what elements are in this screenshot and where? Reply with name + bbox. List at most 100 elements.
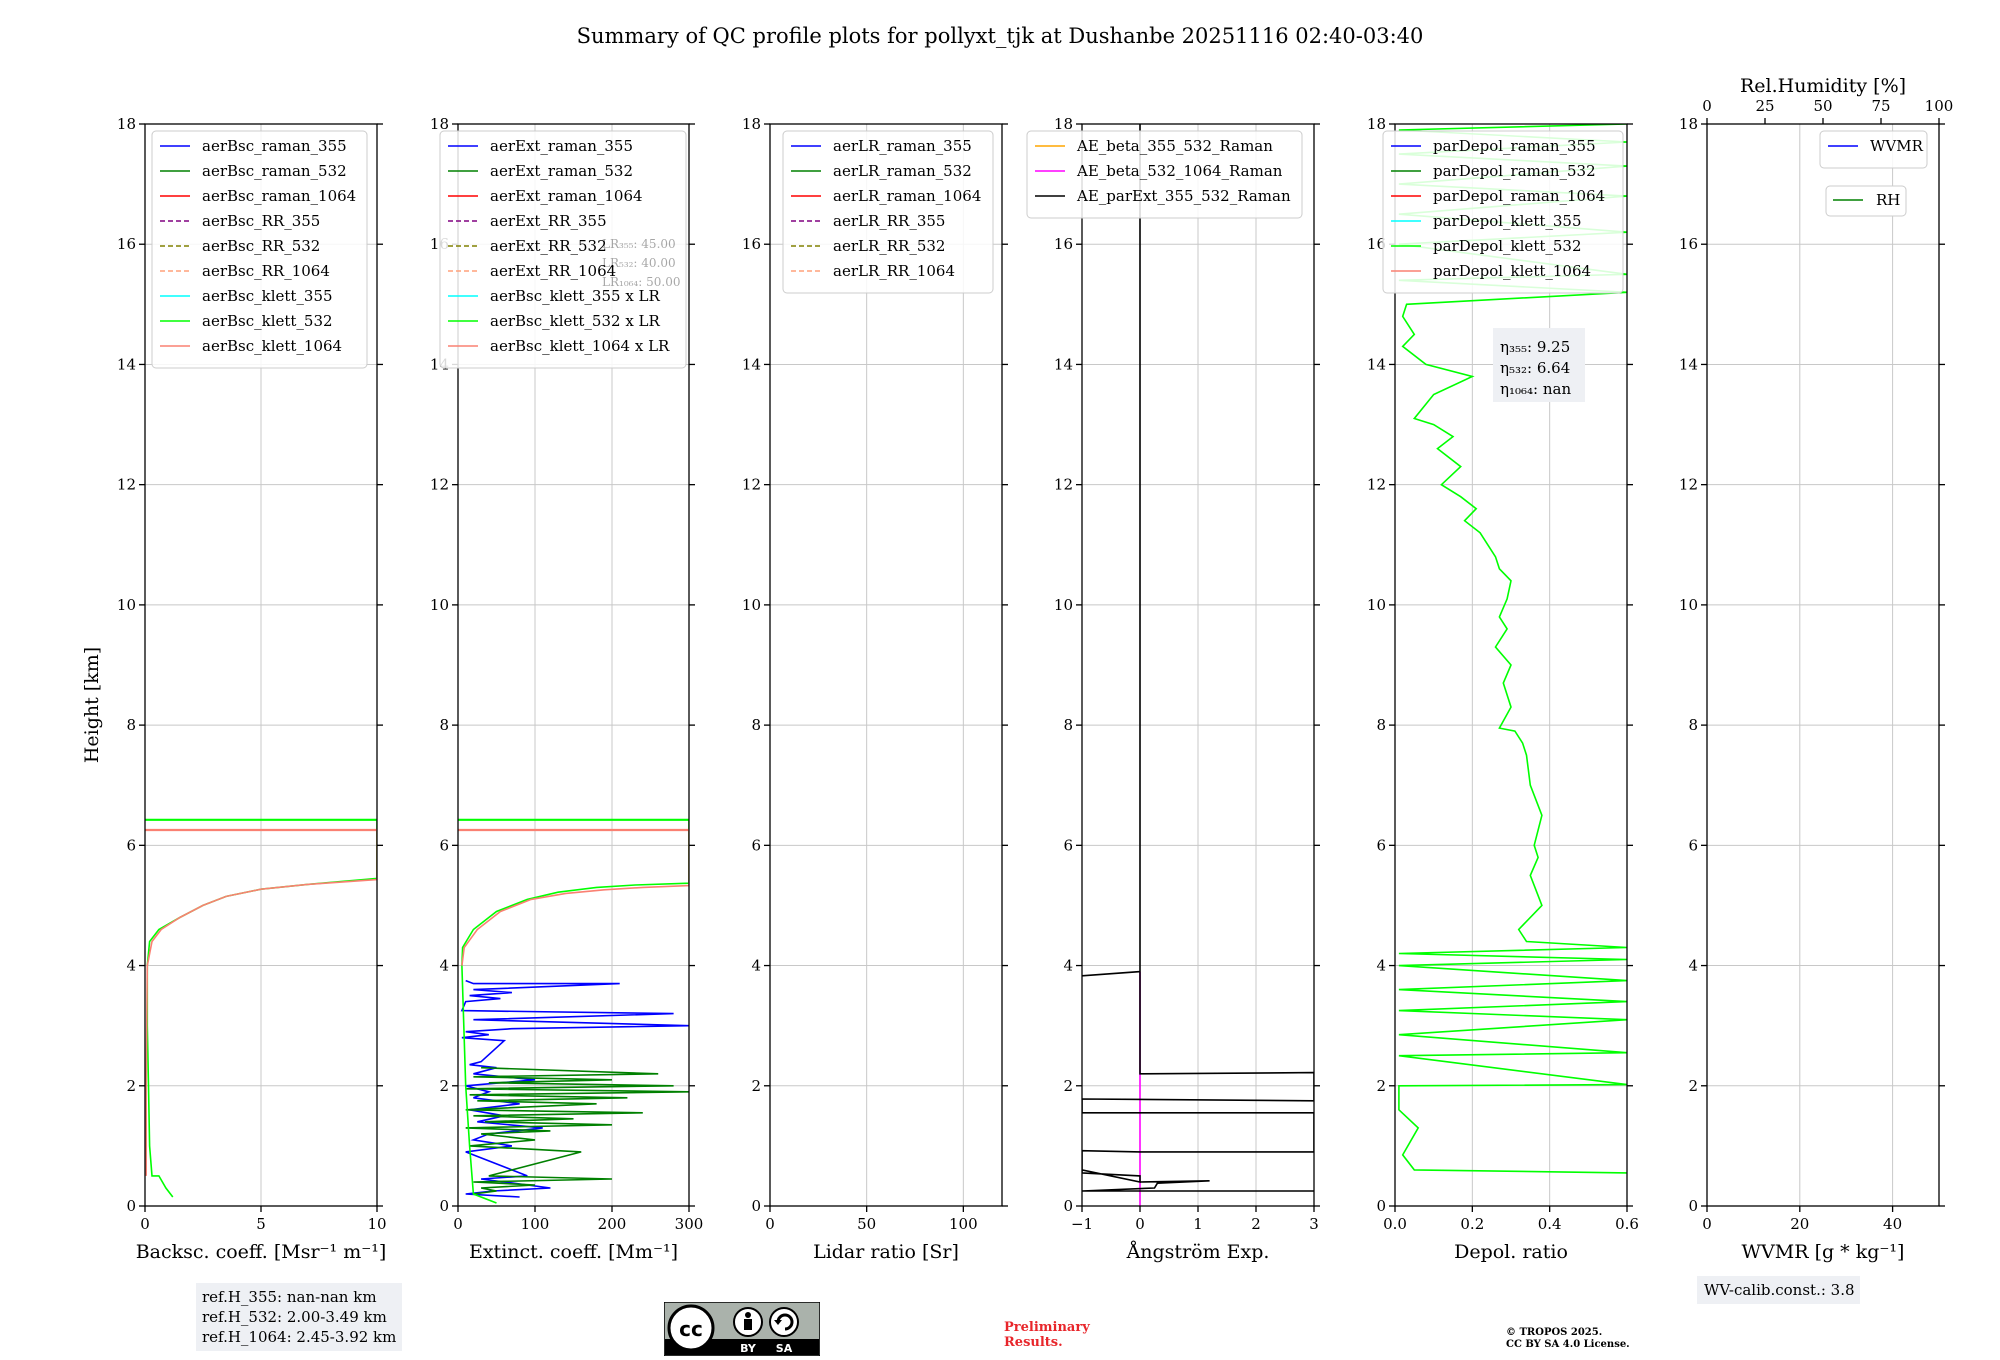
y-tick-label: 4 xyxy=(1376,957,1386,975)
y-tick-label: 0 xyxy=(439,1197,449,1215)
legend: aerExt_raman_355 aerExt_raman_532 aerExt_r… xyxy=(439,130,687,369)
x-tick-label: 0 xyxy=(1135,1215,1145,1233)
y-tick-label: 10 xyxy=(1679,596,1698,614)
y-tick-label: 2 xyxy=(1688,1077,1698,1095)
y-tick-label: 6 xyxy=(1063,836,1073,854)
figure-title: Summary of QC profile plots for pollyxt_… xyxy=(577,24,1424,48)
legend-frame xyxy=(1382,130,1624,294)
copyright-line-1: © TROPOS 2025. xyxy=(1506,1327,1603,1338)
series-aerbsc-klett-1064-x-lr xyxy=(458,828,689,966)
y-tick-label: 14 xyxy=(117,355,136,373)
y-tick-label: 0 xyxy=(1376,1197,1386,1215)
y-tick-label: 10 xyxy=(1367,596,1386,614)
legend: WVMR xyxy=(1819,130,1928,169)
legend-entry: aerBsc_raman_355 xyxy=(202,137,347,155)
y-tick-label: 6 xyxy=(126,836,136,854)
y-tick-label: 8 xyxy=(1063,716,1073,734)
x-tick-label: −1 xyxy=(1071,1215,1093,1233)
x-tick-label: 5 xyxy=(256,1215,266,1233)
y-tick-label: 2 xyxy=(751,1077,761,1095)
x-tick-label: 2 xyxy=(1251,1215,1261,1233)
y-tick-label: 0 xyxy=(126,1197,136,1215)
cc-by-label: BY xyxy=(740,1342,757,1355)
y-tick-label: 10 xyxy=(1054,596,1073,614)
eta-label: η₅₃₂: 6.64 xyxy=(1500,359,1570,377)
y-tick-label: 4 xyxy=(1688,957,1698,975)
x-tick-label: 0.2 xyxy=(1460,1215,1484,1233)
y-tick-label: 2 xyxy=(1063,1077,1073,1095)
legend-entry: parDepol_klett_355 xyxy=(1433,212,1582,230)
wv-calib-label: WV-calib.const.: 3.8 xyxy=(1704,1281,1855,1299)
series-ae-parext-355-532-raman xyxy=(1082,124,1314,1192)
panel-5: 0 2 4 6 8 10 12 14 16 18 0.0 0.2 0.4 0.6 Depol. ratio p… xyxy=(1367,115,1639,1263)
axes-frame xyxy=(1394,123,1628,1207)
share-alike-icon xyxy=(769,1307,799,1337)
eta-label: η₃₅₅: 9.25 xyxy=(1500,338,1570,356)
eta-label: η₁₀₆₄: nan xyxy=(1500,380,1571,398)
y-tick-label: 0 xyxy=(1063,1197,1073,1215)
legend-entry: aerLR_raman_355 xyxy=(833,137,972,155)
legend-frame xyxy=(1819,130,1928,169)
y-tick-label: 18 xyxy=(1054,115,1073,133)
x-axis-label: Depol. ratio xyxy=(1454,1241,1568,1263)
y-tick-label: 10 xyxy=(117,596,136,614)
y-axis-label: Height [km] xyxy=(81,647,103,763)
legend-entry: AE_beta_532_1064_Raman xyxy=(1076,162,1283,180)
legend-entry: aerExt_raman_1064 xyxy=(490,187,643,205)
y-tick-label: 10 xyxy=(742,596,761,614)
legend-entry: aerBsc_klett_532 x LR xyxy=(490,312,661,330)
legend-entry: aerExt_RR_532 xyxy=(490,237,607,255)
y-tick-label: 18 xyxy=(430,115,449,133)
y-tick-label: 6 xyxy=(1688,836,1698,854)
top-x-tick-label: 75 xyxy=(1871,97,1890,115)
legend-entry: parDepol_klett_1064 xyxy=(1433,262,1591,280)
x-tick-label: 0.4 xyxy=(1538,1215,1562,1233)
x-tick-label: 0 xyxy=(140,1215,150,1233)
ref-height-532: ref.H_532: 2.00-3.49 km xyxy=(202,1308,387,1326)
x-tick-label: 40 xyxy=(1883,1215,1902,1233)
lr-label: LR₅₃₂: 40.00 xyxy=(602,256,676,270)
legend-entry: aerLR_RR_355 xyxy=(833,212,945,230)
y-tick-label: 4 xyxy=(126,957,136,975)
axes-frame xyxy=(457,123,690,1207)
legend-entry: aerBsc_raman_1064 xyxy=(202,187,356,205)
legend-frame xyxy=(782,130,994,294)
legend-entry: aerExt_raman_355 xyxy=(490,137,633,155)
copyright-line-2: CC BY SA 4.0 License. xyxy=(1506,1339,1630,1350)
axes-frame xyxy=(1706,123,1940,1207)
y-tick-label: 6 xyxy=(439,836,449,854)
y-tick-label: 6 xyxy=(1376,836,1386,854)
x-tick-label: 0.0 xyxy=(1383,1215,1407,1233)
y-tick-label: 4 xyxy=(439,957,449,975)
legend: aerBsc_raman_355 aerBsc_raman_532 aerBsc_r… xyxy=(151,130,368,369)
ref-height-1064: ref.H_1064: 2.45-3.92 km xyxy=(202,1328,397,1346)
legend-frame xyxy=(439,130,687,369)
legend-entry: AE_parExt_355_532_Raman xyxy=(1076,187,1291,205)
panel-3: 0 2 4 6 8 10 12 14 16 18 0 50 100 Lidar ratio [Sr] aer… xyxy=(742,115,1008,1263)
legend-entry: parDepol_klett_532 xyxy=(1433,237,1582,255)
panel-1: 0 2 4 6 8 10 12 14 16 18 0 5 10 Backsc. coeff. [Msr⁻¹… xyxy=(117,115,387,1263)
top-x-axis-label: Rel.Humidity [%] xyxy=(1740,75,1906,97)
legend-entry: aerBsc_klett_355 xyxy=(202,287,333,305)
x-axis-label: Ångström Exp. xyxy=(1126,1241,1270,1263)
y-tick-label: 2 xyxy=(439,1077,449,1095)
x-tick-label: 100 xyxy=(949,1215,978,1233)
lr-label: LR₁₀₆₄: 50.00 xyxy=(602,275,680,289)
x-tick-label: 0 xyxy=(765,1215,775,1233)
y-tick-label: 4 xyxy=(751,957,761,975)
legend-entry: parDepol_raman_1064 xyxy=(1433,187,1605,205)
x-tick-label: 20 xyxy=(1790,1215,1809,1233)
wv-calib-bg xyxy=(1697,1276,1860,1304)
preliminary-line-1: Preliminary xyxy=(1004,1320,1090,1335)
x-tick-label: 10 xyxy=(367,1215,386,1233)
legend-frame xyxy=(1026,130,1303,219)
y-tick-label: 16 xyxy=(1679,235,1698,253)
legend-entry: aerExt_raman_532 xyxy=(490,162,633,180)
legend: parDepol_raman_355 parDepol_raman_532 parD… xyxy=(1382,130,1624,294)
top-x-tick-label: 25 xyxy=(1755,97,1774,115)
legend-entry: aerBsc_klett_355 x LR xyxy=(490,287,661,305)
y-tick-label: 2 xyxy=(126,1077,136,1095)
